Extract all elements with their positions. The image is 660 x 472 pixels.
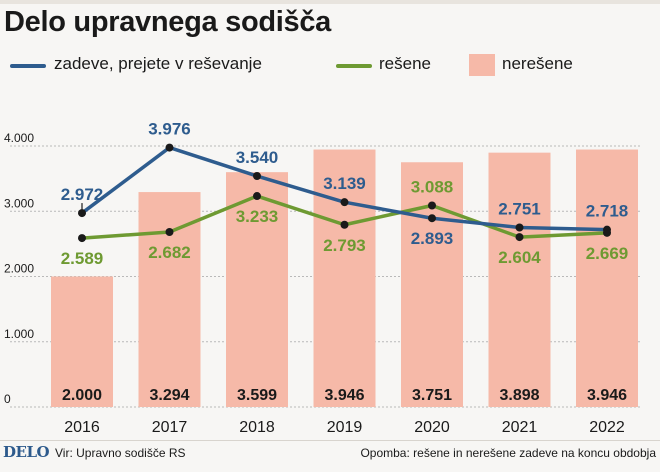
label-resene: 2.682	[148, 243, 191, 262]
point-resene	[165, 227, 174, 236]
label-prejete: 3.139	[323, 174, 366, 193]
legend-label-resene: rešene	[379, 54, 431, 73]
legend-swatch-resene	[336, 64, 372, 68]
label-resene: 2.604	[498, 248, 541, 267]
label-resene: 3.233	[236, 207, 279, 226]
point-resene	[428, 201, 436, 210]
y-tick-label: 2.000	[4, 262, 34, 276]
note-text: Opomba: rešene in nerešene zadeve na kon…	[360, 446, 656, 460]
label-resene: 2.793	[323, 236, 366, 255]
point-resene	[340, 220, 349, 229]
point-resene	[253, 192, 261, 201]
bar-neresene	[51, 276, 113, 407]
source-text: Vir: Upravno sodišče RS	[55, 446, 186, 460]
bar-label: 3.599	[237, 387, 277, 404]
bar-neresene	[488, 152, 551, 407]
bar-label: 2.000	[62, 387, 102, 404]
point-prejete	[340, 198, 349, 207]
label-resene: 2.589	[61, 249, 104, 268]
x-tick-label: 2016	[64, 419, 100, 436]
y-tick-label: 4.000	[4, 131, 34, 145]
x-tick-label: 2019	[327, 419, 363, 436]
point-prejete	[515, 223, 524, 232]
label-resene: 3.088	[411, 178, 454, 197]
footer-divider	[0, 440, 660, 441]
label-prejete: 3.976	[148, 120, 191, 139]
delo-logo: DELO	[3, 443, 50, 461]
legend-label-neresene: nerešene	[502, 54, 573, 73]
bar-neresene	[401, 162, 463, 407]
chart-plot: 0 1.000 2.000 3.000 4.000 2.000 3.294 3.599 3.94…	[4, 120, 640, 436]
bar-neresene	[226, 172, 288, 407]
point-prejete	[78, 209, 86, 218]
x-tick-label: 2017	[152, 419, 188, 436]
y-tick-label: 3.000	[4, 196, 34, 210]
point-prejete	[428, 214, 436, 223]
point-resene	[515, 233, 524, 242]
top-bar	[0, 0, 660, 4]
bar-label: 3.946	[324, 387, 364, 404]
label-prejete: 2.751	[498, 199, 541, 218]
label-prejete: 2.972	[61, 185, 104, 204]
point-prejete	[165, 143, 174, 152]
y-tick-label: 1.000	[4, 327, 34, 341]
x-tick-label: 2022	[589, 419, 625, 436]
point-prejete	[253, 172, 261, 181]
bar-label: 3.751	[412, 387, 452, 404]
bar-label: 3.294	[149, 387, 189, 404]
chart-title: Delo upravnega sodišča	[4, 6, 332, 38]
label-prejete: 2.893	[411, 229, 454, 248]
y-tick-label: 0	[4, 392, 11, 406]
point-resene	[603, 228, 611, 237]
label-prejete: 3.540	[236, 148, 279, 167]
bar-label: 3.898	[499, 387, 539, 404]
label-prejete: 2.718	[586, 202, 629, 221]
x-tick-label: 2018	[239, 419, 275, 436]
legend-swatch-neresene	[469, 54, 495, 76]
bar-neresene	[138, 192, 201, 407]
x-tick-label: 2020	[414, 419, 450, 436]
bar-label: 3.946	[587, 387, 627, 404]
legend-label-prejete: zadeve, prejete v reševanje	[54, 54, 262, 73]
label-resene: 2.669	[586, 244, 629, 263]
x-tick-label: 2021	[502, 419, 538, 436]
bar-neresene	[313, 149, 376, 407]
bar-neresene	[576, 149, 638, 407]
legend-swatch-prejete	[10, 64, 46, 68]
point-resene	[78, 234, 86, 243]
